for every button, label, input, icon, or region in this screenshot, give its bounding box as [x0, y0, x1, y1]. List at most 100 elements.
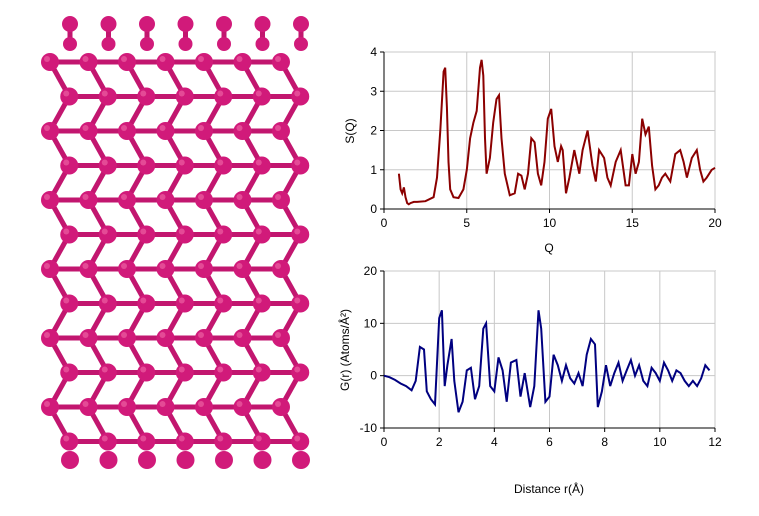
- atom: [252, 294, 271, 313]
- atom-highlight: [198, 125, 204, 131]
- atom: [41, 122, 59, 140]
- atom-highlight: [275, 332, 281, 338]
- atom: [98, 156, 117, 175]
- atom-highlight: [255, 228, 262, 235]
- sq-x-tick-label: 10: [543, 216, 557, 230]
- atom: [175, 432, 194, 451]
- gr-y-tick-label: 0: [370, 369, 377, 383]
- atom-highlight: [217, 228, 224, 235]
- atom-highlight: [63, 297, 70, 304]
- atom: [195, 398, 213, 416]
- sq-y-tick-label: 1: [370, 163, 377, 177]
- atom: [137, 156, 156, 175]
- atom: [98, 432, 117, 451]
- atom: [294, 37, 308, 51]
- atom: [41, 260, 59, 278]
- atom: [156, 398, 175, 416]
- sq-y-tick-label: 4: [370, 45, 377, 59]
- atom-highlight: [44, 401, 50, 407]
- atom: [79, 191, 98, 209]
- atom-highlight: [198, 263, 204, 269]
- gr-y-tick-label: 20: [364, 264, 378, 278]
- atom: [156, 53, 175, 71]
- atom: [175, 225, 194, 244]
- atom-highlight: [63, 90, 70, 97]
- atom: [41, 329, 59, 347]
- atom: [79, 53, 98, 71]
- atom-highlight: [121, 401, 127, 407]
- atom: [98, 225, 117, 244]
- atom-highlight: [140, 228, 147, 235]
- atom-highlight: [217, 435, 224, 442]
- atom-highlight: [275, 56, 281, 62]
- atom-highlight: [82, 194, 89, 200]
- atom: [291, 294, 310, 313]
- atom-highlight: [294, 159, 301, 166]
- gr-y-tick-label: -10: [360, 421, 378, 435]
- atom: [118, 398, 136, 416]
- atom-highlight: [159, 56, 166, 62]
- atom-highlight: [101, 435, 108, 442]
- gr-gridlines: [380, 270, 716, 432]
- atom-highlight: [178, 435, 185, 442]
- atom: [252, 87, 271, 106]
- atom-highlight: [198, 56, 204, 62]
- atom-highlight: [198, 401, 204, 407]
- atom-highlight: [255, 297, 262, 304]
- atom: [195, 53, 213, 71]
- gr-y-tick-labels: -10 0 10 20: [360, 264, 378, 435]
- atom-highlight: [121, 194, 127, 200]
- atom: [272, 122, 290, 140]
- atom: [272, 260, 290, 278]
- atom-highlight: [63, 366, 70, 373]
- atom: [118, 53, 136, 71]
- atom: [137, 432, 156, 451]
- atom: [214, 87, 233, 106]
- atom-highlight: [198, 194, 204, 200]
- atom: [214, 225, 233, 244]
- atom-highlight: [140, 90, 147, 97]
- atom: [253, 451, 272, 469]
- atom: [252, 156, 271, 175]
- sq-y-tick-label: 2: [370, 124, 377, 138]
- atom: [291, 363, 310, 382]
- crystal-lattice-model: [41, 16, 310, 469]
- atom-highlight: [121, 263, 127, 269]
- atom-highlight: [140, 159, 147, 166]
- atom: [195, 122, 213, 140]
- sq-y-tick-label: 3: [370, 84, 377, 98]
- atom: [216, 16, 232, 32]
- atom: [137, 225, 156, 244]
- atom-highlight: [82, 332, 89, 338]
- atom: [100, 16, 117, 32]
- atom-highlight: [82, 263, 89, 269]
- atom: [41, 398, 59, 416]
- gr-x-axis-label: Distance r(Å): [514, 481, 584, 496]
- atom-highlight: [63, 228, 70, 235]
- atom-highlight: [101, 297, 108, 304]
- atom: [61, 451, 79, 469]
- atom: [41, 53, 59, 71]
- atom: [233, 122, 252, 140]
- atom: [233, 53, 252, 71]
- atom: [291, 225, 310, 244]
- atom: [215, 451, 233, 469]
- atom-highlight: [63, 435, 70, 442]
- atom: [118, 191, 136, 209]
- atom: [98, 87, 117, 106]
- atom-highlight: [217, 297, 224, 304]
- atom: [118, 260, 136, 278]
- atom: [233, 260, 252, 278]
- atom: [272, 398, 290, 416]
- atom: [79, 122, 98, 140]
- atom: [99, 451, 118, 469]
- atom-highlight: [159, 263, 166, 269]
- atom: [175, 363, 194, 382]
- atom: [272, 329, 290, 347]
- atom: [214, 363, 233, 382]
- atom-highlight: [255, 159, 262, 166]
- gr-series-line: [383, 309, 711, 413]
- atom-highlight: [121, 332, 127, 338]
- lattice-atoms: [41, 16, 310, 469]
